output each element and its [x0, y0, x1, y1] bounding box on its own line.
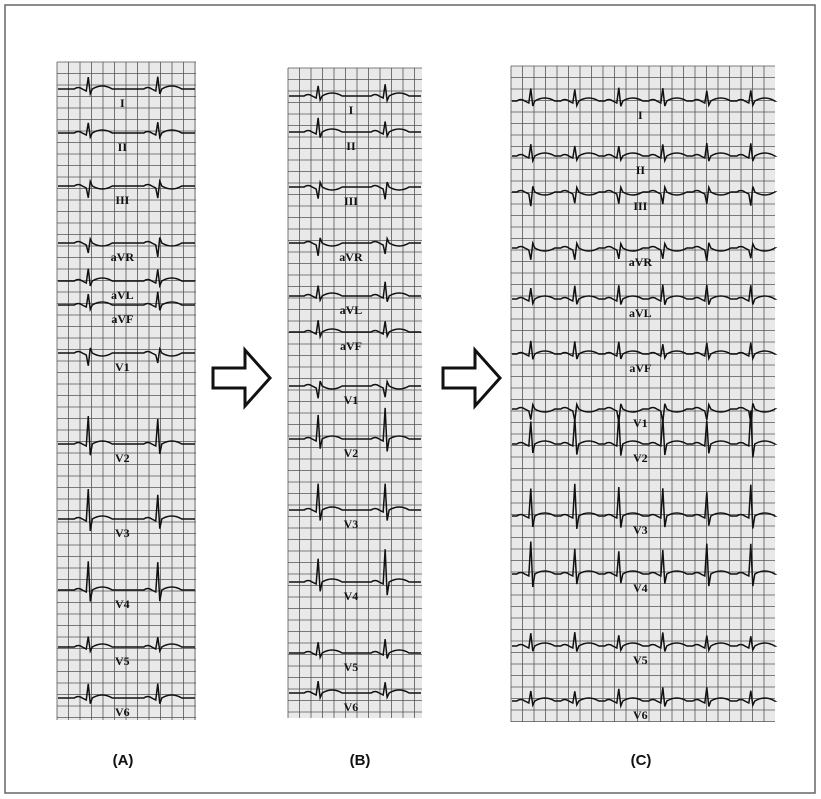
lead-label: V5 — [115, 654, 130, 668]
lead-label: V2 — [115, 451, 130, 465]
lead-label: III — [633, 199, 647, 213]
lead-label: II — [346, 139, 356, 153]
lead-label: III — [344, 194, 358, 208]
panel-label: (C) — [631, 752, 652, 769]
lead-label: III — [115, 193, 129, 207]
lead-label: V1 — [344, 393, 359, 407]
lead-label: aVF — [340, 339, 362, 353]
lead-label: V5 — [344, 660, 359, 674]
lead-label: aVR — [111, 250, 135, 264]
lead-label: V2 — [344, 446, 359, 460]
lead-label: V3 — [633, 523, 648, 537]
lead-label: II — [636, 163, 646, 177]
lead-label: V4 — [115, 597, 130, 611]
lead-label: V1 — [115, 360, 130, 374]
lead-label: I — [638, 108, 643, 122]
panel-label: (A) — [113, 752, 134, 769]
lead-label: aVR — [339, 250, 363, 264]
panel-label: (B) — [350, 752, 371, 769]
ecg-paper — [57, 62, 196, 720]
lead-label: V3 — [344, 517, 359, 531]
lead-label: II — [118, 140, 128, 154]
lead-label: aVL — [340, 303, 363, 317]
lead-label: V3 — [115, 526, 130, 540]
lead-label: V4 — [344, 589, 359, 603]
lead-label: aVF — [111, 312, 133, 326]
lead-label: aVL — [629, 306, 652, 320]
lead-label: I — [349, 103, 354, 117]
lead-label: V6 — [633, 708, 648, 722]
figure: IIIIIIaVRaVLaVFV1V2V3V4V5V6(A)IIIIIIaVRa… — [0, 0, 821, 799]
lead-label: V6 — [344, 700, 359, 714]
lead-label: aVF — [629, 361, 651, 375]
lead-label: V5 — [633, 653, 648, 667]
lead-label: V2 — [633, 451, 648, 465]
lead-label: V4 — [633, 581, 648, 595]
lead-label: I — [120, 96, 125, 110]
lead-label: V6 — [115, 705, 130, 719]
lead-label: aVR — [629, 255, 653, 269]
lead-label: aVL — [111, 288, 134, 302]
lead-label: V1 — [633, 416, 648, 430]
